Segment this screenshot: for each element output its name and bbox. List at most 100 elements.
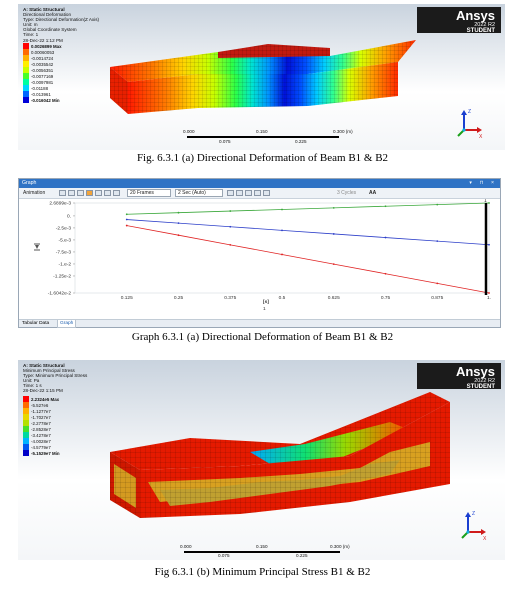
legend-label: -0.0014724 — [31, 55, 54, 61]
legend-label: -0.01188 — [31, 85, 49, 91]
series-point-2 — [436, 282, 439, 285]
legend-label: -0.013961 — [31, 91, 51, 97]
export-frames-button[interactable] — [113, 190, 120, 196]
legend-swatch — [23, 73, 29, 79]
ansys-edition: STUDENT — [466, 384, 495, 390]
legend-entry: -0.0014724 — [23, 55, 62, 61]
legend-swatch — [23, 450, 29, 456]
info-line: Unit: Pa — [23, 378, 40, 384]
y-tick-label: -1.e-2 — [58, 262, 71, 268]
x-tick-label: 0.125 — [121, 295, 133, 301]
zoom-out-button[interactable] — [245, 190, 252, 196]
series-point-0 — [125, 213, 128, 216]
legend-swatch — [23, 61, 29, 67]
plot-area — [74, 202, 490, 294]
next-button[interactable] — [263, 190, 270, 196]
series-point-1 — [436, 240, 439, 243]
tab-tabular-data[interactable]: Tabular Data — [22, 321, 50, 326]
scale-label: 0.075 — [218, 553, 230, 558]
stop-button[interactable] — [77, 190, 84, 196]
zoom-fit-button[interactable] — [227, 190, 234, 196]
info-line: A: Static Structural — [23, 363, 65, 368]
triad-x-label: X — [483, 536, 487, 542]
legend-label: 0.0026899 Max — [31, 43, 62, 49]
frames-select[interactable]: 20 Frames — [127, 189, 171, 197]
previous-button[interactable] — [254, 190, 261, 196]
legend-label: 0.00060053 — [31, 49, 55, 55]
legend-label: -1.1277e7 — [31, 408, 51, 414]
x-tick-label: 0.25 — [174, 295, 184, 301]
x-tick-label: 1. — [487, 295, 491, 301]
x-tick-label: 0.75 — [381, 295, 391, 301]
ansys-edition: STUDENT — [466, 28, 495, 34]
legend-swatch — [23, 420, 29, 426]
distributed-frames-button[interactable] — [86, 190, 93, 196]
y-tick-label: -2.5e-3 — [56, 226, 72, 232]
series-point-1 — [384, 236, 387, 239]
play-button[interactable] — [59, 190, 66, 196]
legend-label: -0.0077169 — [31, 73, 54, 79]
legend-entry: -0.013961 — [23, 91, 62, 97]
ansys-logo: Ansys 2022 R2 STUDENT — [417, 7, 501, 34]
series-point-1 — [125, 218, 128, 221]
legend-swatch — [23, 43, 29, 49]
legend-swatch — [23, 91, 29, 97]
info-line: Minimum Principal Stress — [23, 368, 75, 374]
legend-label: -5.527e6 — [31, 402, 49, 408]
legend-entry: -2.2778e7 — [23, 420, 60, 426]
scale-label: 0.225 — [295, 139, 307, 144]
export-video-button[interactable] — [104, 190, 111, 196]
series-point-1 — [332, 233, 335, 235]
x-tick-label: 0.625 — [328, 295, 340, 301]
legend-swatch — [23, 49, 29, 55]
duration-select[interactable]: 2 Sec (Auto) — [175, 189, 223, 197]
ansys-wordmark: Ansys — [455, 364, 495, 379]
legend-label: -4.5779e7 — [31, 444, 51, 450]
triad-z-label: Z — [468, 109, 471, 115]
series-line-0 — [126, 202, 490, 215]
info-line: Type: Directional Deformation(Z Axis) — [23, 17, 100, 23]
legend-swatch — [23, 414, 29, 420]
legend-swatch — [23, 438, 29, 444]
legend-entry: -1.7027e7 — [23, 414, 60, 420]
graph-window-title: Graph — [22, 180, 37, 186]
series-point-0 — [281, 208, 283, 211]
series-point-1 — [177, 222, 180, 225]
figure-caption: Fig. 6.3.1 (a) Directional Deformation o… — [136, 152, 389, 164]
scale-label: 0.300 (m) — [330, 544, 350, 549]
legend-swatch — [23, 432, 29, 438]
window-controls[interactable]: ▾ ⊓ × — [469, 180, 497, 186]
legend-swatch — [23, 444, 29, 450]
ansys-version: 2022 R2 — [474, 378, 495, 384]
legend-label: -3.4278e7 — [31, 432, 51, 438]
deformation-viewport: A: Static Structural Directional Deforma… — [18, 4, 505, 150]
legend-swatch — [23, 97, 29, 103]
cycles-select[interactable]: 3 Cycles — [337, 190, 357, 196]
y-axis-resize-icon[interactable] — [34, 243, 40, 251]
step-button[interactable] — [95, 190, 102, 196]
series-point-0 — [332, 206, 335, 209]
series-point-2 — [229, 243, 232, 246]
series-point-0 — [436, 203, 439, 206]
y-tick-label: 2.6899e-3 — [49, 201, 71, 207]
tab-graph[interactable]: Graph — [57, 320, 77, 328]
scale-label: 0.225 — [296, 553, 308, 558]
pause-button[interactable] — [68, 190, 75, 196]
info-line: A: Static Structural — [23, 7, 65, 12]
legend-swatch — [23, 408, 29, 414]
series-point-1 — [488, 243, 490, 246]
series-line-2 — [126, 225, 490, 294]
animation-label: Animation — [23, 190, 46, 196]
antialias-toggle[interactable]: AA — [369, 190, 377, 196]
triad-z-label: Z — [472, 511, 475, 517]
zoom-in-button[interactable] — [236, 190, 243, 196]
scale-label: 0.000 — [183, 129, 195, 134]
series-point-2 — [177, 234, 180, 237]
axis-triad: Z X — [457, 109, 483, 140]
legend-entry: -5.1529e7 Min — [23, 450, 60, 456]
series-point-2 — [332, 263, 335, 266]
series-point-2 — [125, 224, 128, 227]
series-point-2 — [488, 292, 490, 294]
legend-entry: -1.1277e7 — [23, 408, 60, 414]
deformation-time-chart: 2.6899e-3 0. -2.5e-3 -5.e-3 -7.5e-3 -1.e-2 -1.… — [34, 199, 491, 312]
